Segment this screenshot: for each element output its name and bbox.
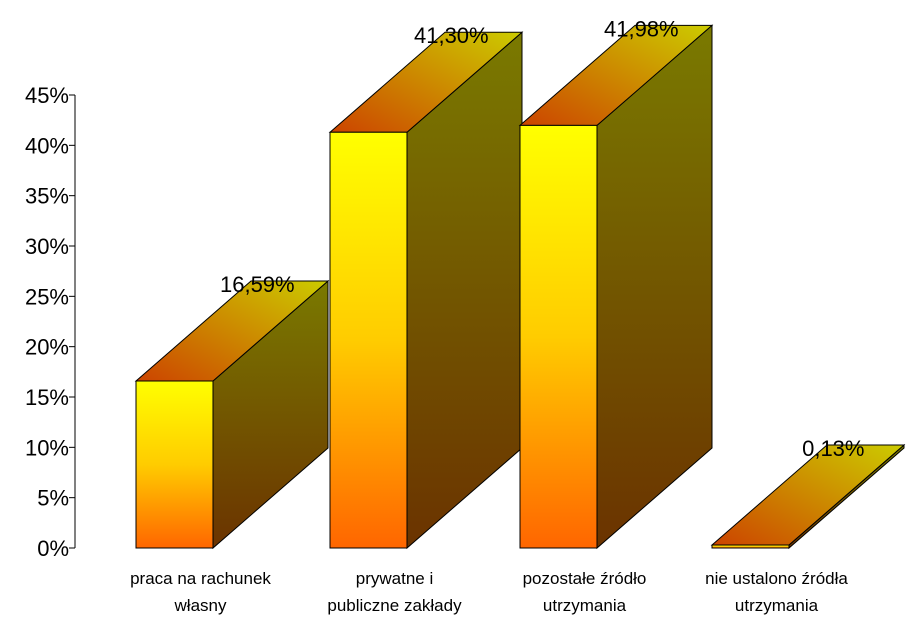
category-label: prywatne i (356, 569, 433, 588)
category-label: własny (174, 596, 227, 615)
y-tick-label: 5% (37, 486, 69, 511)
y-tick-label: 30% (25, 234, 69, 259)
bars (134, 24, 906, 550)
data-labels: 16,59% 41,30% 41,98% 0,13% (220, 16, 865, 461)
y-tick-label: 15% (25, 385, 69, 410)
y-tick-label: 45% (25, 83, 69, 108)
y-tick-label: 35% (25, 184, 69, 209)
bar-front-face (135, 380, 214, 549)
category-label: utrzymania (543, 596, 627, 615)
y-tick-label: 20% (25, 335, 69, 360)
data-label: 0,13% (802, 436, 864, 461)
category-label: nie ustalono źródła (705, 569, 848, 588)
y-tick-label: 10% (25, 435, 69, 460)
category-label: utrzymania (735, 596, 819, 615)
data-label: 41,30% (414, 23, 489, 48)
bar (518, 24, 714, 550)
bar (710, 443, 906, 550)
y-tick-label: 25% (25, 284, 69, 309)
bar-front-face (329, 131, 408, 549)
y-tick-label: 0% (37, 536, 69, 561)
bar-front-face (519, 124, 598, 549)
category-label: publiczne zakłady (327, 596, 462, 615)
category-labels: praca na rachunek własny prywatne i publicz… (130, 569, 848, 615)
data-label: 41,98% (604, 16, 679, 41)
bar (134, 279, 330, 550)
category-label: pozostałe źródło (523, 569, 647, 588)
bar (328, 31, 524, 550)
bar-front-face (711, 544, 790, 549)
y-axis: 0% 5% 10% 15% 20% 25% 30% 35% 40% 45% (25, 83, 76, 561)
data-label: 16,59% (220, 272, 295, 297)
category-label: praca na rachunek (130, 569, 271, 588)
y-tick-label: 40% (25, 133, 69, 158)
